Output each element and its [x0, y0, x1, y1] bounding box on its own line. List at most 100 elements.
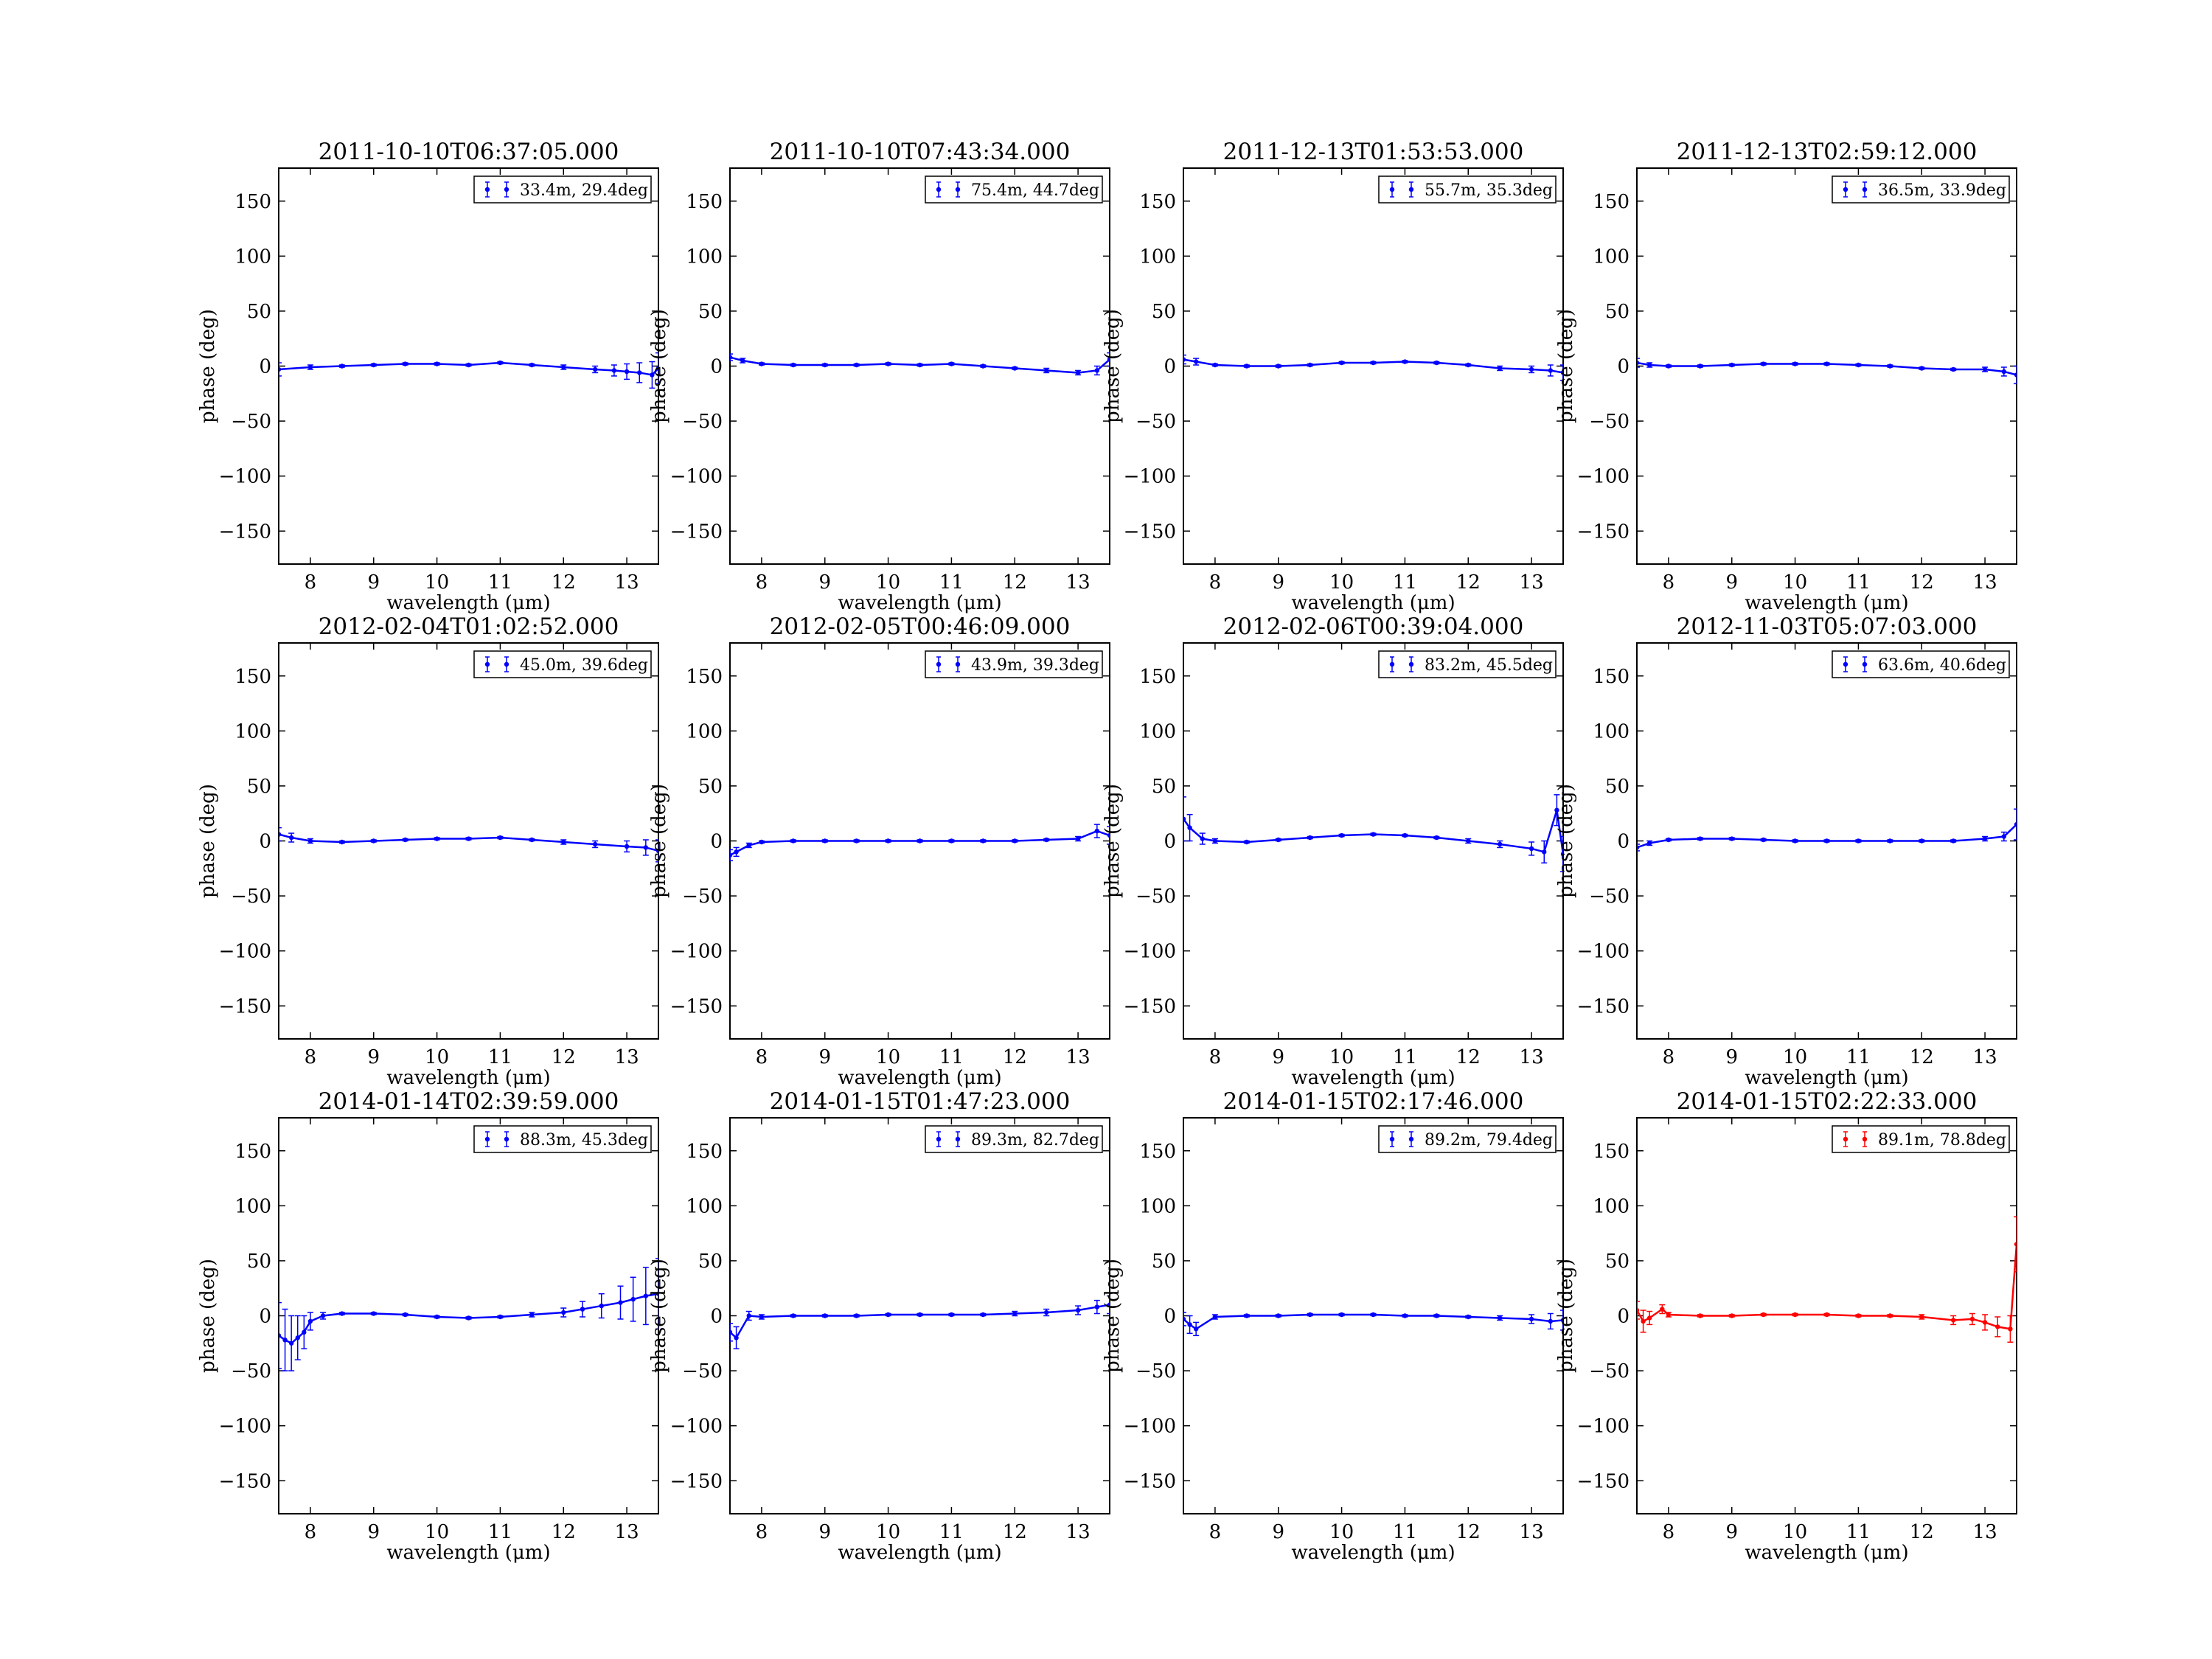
y-tick-label: −150 — [1124, 521, 1176, 543]
data-point — [434, 1314, 439, 1320]
legend-marker — [1843, 1136, 1848, 1142]
y-tick-label: −50 — [682, 411, 723, 433]
y-tick-label: 50 — [698, 1251, 723, 1273]
x-tick-label: 12 — [1003, 1046, 1027, 1068]
x-tick-label: 8 — [1663, 1521, 1675, 1543]
x-tick-label: 8 — [305, 571, 317, 594]
y-tick-label: 50 — [247, 301, 271, 323]
data-point — [1888, 364, 1893, 369]
data-point — [1950, 366, 1956, 372]
legend-marker — [484, 661, 490, 667]
y-axis-label: phase (deg) — [648, 784, 670, 898]
data-point — [2014, 821, 2017, 827]
legend-label: 83.2m, 45.5deg — [1425, 656, 1553, 675]
data-point — [1339, 1312, 1344, 1318]
data-point — [1187, 1322, 1192, 1327]
data-point — [1371, 1312, 1376, 1318]
data-point — [371, 1311, 376, 1316]
data-point — [1466, 362, 1471, 368]
data-point — [655, 1291, 658, 1296]
data-point — [1434, 1313, 1439, 1318]
series — [1637, 808, 2017, 852]
data-point — [1107, 832, 1110, 838]
data-point — [949, 1312, 954, 1318]
y-tick-label: 0 — [710, 356, 723, 378]
data-point — [1641, 1318, 1646, 1324]
data-point — [1497, 1315, 1503, 1321]
subplot-10: 2014-01-15T01:47:23.000 8 9 10 11 12 13 −150 −10… — [648, 1088, 1110, 1564]
x-tick-label: 10 — [1783, 1046, 1807, 1068]
data-point — [1183, 1316, 1186, 1322]
legend-marker — [1843, 187, 1848, 192]
y-tick-label: 150 — [1139, 1141, 1176, 1163]
data-point — [1554, 807, 1559, 813]
series — [730, 824, 1110, 862]
y-tick-label: 150 — [1593, 191, 1630, 213]
y-tick-label: 0 — [259, 1306, 271, 1328]
subplot-title: 2011-10-10T06:37:05.000 — [319, 139, 619, 165]
data-point — [339, 364, 345, 369]
y-tick-label: −50 — [1135, 886, 1176, 908]
series — [1183, 354, 1563, 381]
data-point — [1187, 825, 1192, 830]
x-axis-label: wavelength (μm) — [1291, 1542, 1455, 1564]
legend-marker — [1408, 187, 1414, 192]
data-point — [1646, 1315, 1652, 1321]
subplot-title: 2011-12-13T02:59:12.000 — [1677, 139, 1978, 165]
data-point — [1560, 852, 1563, 857]
legend-marker — [504, 187, 509, 192]
subplot-title: 2012-02-04T01:02:52.000 — [319, 613, 619, 640]
data-point — [1193, 359, 1199, 364]
data-point — [1075, 370, 1081, 375]
y-tick-label: −150 — [670, 521, 723, 543]
data-point — [1888, 838, 1893, 844]
y-axis-label: phase (deg) — [1102, 784, 1124, 898]
x-tick-label: 10 — [876, 571, 900, 594]
data-point — [498, 835, 503, 841]
data-point — [529, 1312, 535, 1318]
legend-label: 89.3m, 82.7deg — [971, 1131, 1099, 1150]
data-point — [1697, 1313, 1703, 1318]
data-point — [1666, 837, 1672, 843]
data-point — [949, 361, 954, 366]
data-point — [1560, 370, 1563, 375]
y-axis-label: phase (deg) — [1102, 1259, 1124, 1373]
data-point — [592, 366, 598, 372]
data-point — [1371, 832, 1376, 837]
legend-marker — [1389, 661, 1395, 667]
x-tick-label: 12 — [1456, 1521, 1481, 1543]
data-point — [854, 838, 859, 844]
data-point — [1075, 836, 1081, 841]
x-tick-label: 8 — [1209, 571, 1222, 594]
x-axis-label: wavelength (μm) — [1745, 1067, 1908, 1089]
legend-marker — [504, 661, 509, 667]
data-point — [599, 1303, 604, 1309]
data-point — [434, 361, 439, 366]
x-axis-label: wavelength (μm) — [1745, 1542, 1908, 1564]
series — [730, 1295, 1110, 1349]
legend-box — [1378, 175, 1557, 204]
y-tick-label: 100 — [1593, 720, 1630, 742]
data-point — [279, 366, 282, 372]
data-point — [1982, 366, 1988, 372]
legend-marker — [955, 187, 961, 192]
y-tick-label: 0 — [1164, 1306, 1176, 1328]
y-tick-label: 50 — [247, 776, 271, 798]
data-point — [1919, 366, 1924, 371]
x-axis-label: wavelength (μm) — [386, 1067, 550, 1089]
data-point — [854, 1313, 859, 1318]
y-tick-label: 50 — [698, 301, 723, 323]
y-axis-label: phase (deg) — [648, 309, 670, 423]
subplot-title: 2014-01-15T01:47:23.000 — [770, 1088, 1071, 1115]
x-tick-label: 10 — [1783, 571, 1807, 594]
data-point — [759, 839, 765, 845]
y-axis-label: phase (deg) — [197, 309, 219, 423]
data-point — [917, 1312, 922, 1318]
legend-box — [1832, 175, 2010, 204]
data-point — [1200, 836, 1205, 841]
legend-box — [1378, 650, 1557, 678]
y-tick-label: 0 — [1617, 356, 1630, 378]
x-tick-label: 8 — [756, 571, 768, 594]
x-tick-label: 11 — [488, 1521, 512, 1543]
